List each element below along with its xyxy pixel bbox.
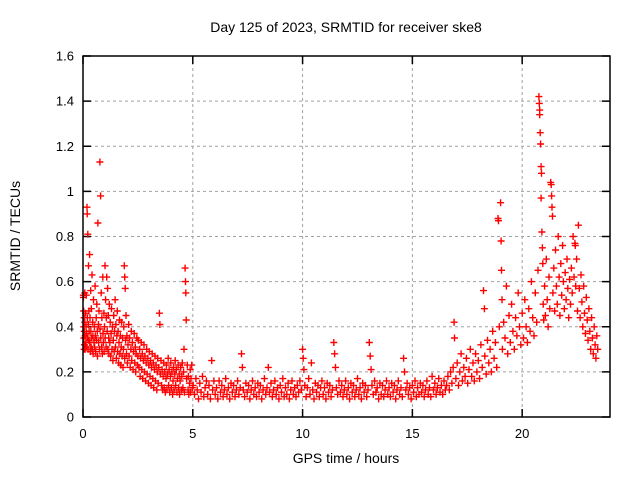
y-tick-label: 0.4 xyxy=(56,319,74,334)
y-tick-label: 1.6 xyxy=(56,49,74,64)
data-point-layer xyxy=(79,93,602,403)
y-tick-label: 1.4 xyxy=(56,94,74,109)
y-tick-label: 0.8 xyxy=(56,229,74,244)
y-tick-label: 1.2 xyxy=(56,139,74,154)
x-tick-label: 5 xyxy=(189,426,196,441)
x-tick-label: 10 xyxy=(295,426,309,441)
chart-title: Day 125 of 2023, SRMTID for receiver ske… xyxy=(210,19,482,35)
y-tick-label: 0.2 xyxy=(56,364,74,379)
x-tick-label: 0 xyxy=(79,426,86,441)
scatter-points xyxy=(79,93,602,403)
y-tick-label: 0.6 xyxy=(56,274,74,289)
y-tick-label: 1 xyxy=(67,184,74,199)
y-tick-label: 0 xyxy=(67,410,74,425)
tick-labels: 0 5 10 15 20 0 0.2 0.4 0.6 0.8 1 1.2 1.4 1.6 xyxy=(56,49,529,442)
x-tick-label: 20 xyxy=(515,426,529,441)
y-axis-label: SRMTID / TECUs xyxy=(7,181,23,291)
x-tick-label: 15 xyxy=(405,426,419,441)
plot-border xyxy=(82,55,611,418)
x-axis-label: GPS time / hours xyxy=(293,450,400,466)
